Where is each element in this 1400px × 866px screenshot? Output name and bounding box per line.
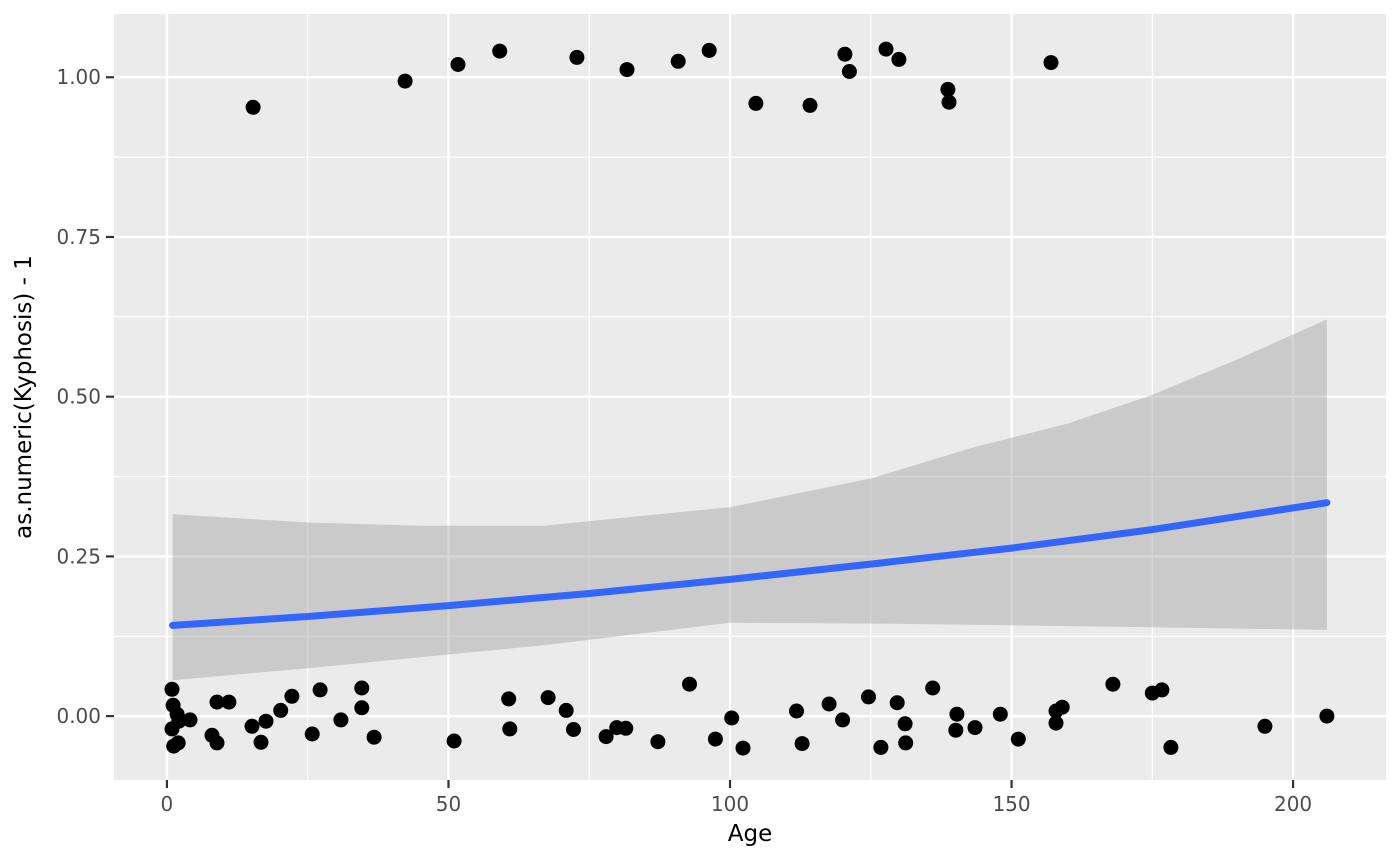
data-point: [354, 700, 370, 716]
data-point: [502, 721, 518, 737]
data-point: [967, 720, 983, 736]
data-point: [209, 694, 225, 710]
data-point: [891, 51, 907, 67]
data-point: [835, 712, 851, 728]
data-point: [598, 729, 614, 745]
data-point: [802, 97, 818, 113]
data-point: [794, 736, 810, 752]
data-point: [748, 95, 764, 111]
data-point: [245, 99, 261, 115]
data-point: [244, 718, 260, 734]
data-point: [789, 703, 804, 719]
data-point: [1163, 739, 1179, 755]
data-point: [650, 734, 666, 750]
y-tick-label-0.75: 0.75: [56, 225, 101, 249]
data-point: [558, 702, 574, 718]
data-point: [619, 62, 635, 78]
data-point: [670, 53, 686, 69]
y-tick-label-0.5: 0.50: [56, 385, 101, 409]
data-point: [618, 720, 634, 736]
data-point: [1043, 55, 1059, 71]
data-point: [492, 43, 508, 59]
data-point: [940, 81, 956, 97]
data-point: [949, 706, 965, 722]
data-point: [878, 41, 894, 57]
data-point: [446, 733, 462, 749]
data-point: [540, 690, 556, 706]
data-point: [182, 712, 198, 728]
data-point: [889, 695, 905, 711]
data-point: [253, 734, 269, 750]
data-point: [701, 42, 717, 58]
data-point: [735, 740, 751, 756]
regression-line: [169, 499, 1331, 629]
data-point: [1154, 682, 1170, 698]
data-point: [569, 49, 585, 65]
data-point: [707, 731, 723, 747]
data-point: [1319, 708, 1335, 724]
data-point: [354, 680, 370, 696]
y-tick-label-1: 1.00: [56, 65, 101, 89]
data-point: [333, 712, 349, 728]
data-point: [209, 735, 225, 751]
data-point: [170, 735, 186, 751]
data-point: [841, 64, 857, 79]
data-point: [501, 691, 517, 707]
x-tick-label-100: 100: [711, 792, 749, 816]
data-point: [861, 689, 876, 705]
data-point: [1010, 731, 1026, 747]
y-axis-title: as.numeric(Kyphosis) - 1: [11, 255, 37, 539]
data-point: [284, 688, 300, 704]
data-point: [566, 722, 581, 737]
data-point: [948, 722, 964, 738]
data-point: [821, 696, 837, 712]
data-point: [1048, 715, 1064, 731]
data-point: [304, 726, 320, 742]
data-point: [164, 681, 180, 697]
data-point: [873, 739, 889, 755]
data-point: [258, 713, 274, 729]
data-point: [312, 682, 328, 698]
data-point: [397, 73, 413, 89]
data-point: [164, 721, 180, 737]
x-tick-label-200: 200: [1274, 792, 1312, 816]
data-point: [941, 94, 957, 110]
data-point: [724, 710, 740, 726]
data-point: [1105, 676, 1121, 692]
x-axis-title: Age: [728, 821, 772, 847]
data-point: [837, 46, 853, 62]
x-tick-label-150: 150: [992, 792, 1030, 816]
data-point: [221, 694, 237, 710]
data-point: [366, 729, 382, 745]
data-point: [992, 706, 1008, 722]
x-tick-label-50: 50: [436, 792, 461, 816]
y-tick-label-0: 0.00: [56, 704, 101, 728]
y-tick-label-0.25: 0.25: [56, 544, 101, 568]
data-point: [1054, 699, 1070, 715]
data-point: [925, 680, 941, 696]
data-point: [898, 735, 914, 751]
data-point: [273, 702, 289, 718]
data-point: [450, 57, 466, 72]
x-tick-label-0: 0: [161, 792, 174, 816]
data-point: [1257, 718, 1273, 734]
data-point: [897, 716, 913, 732]
confidence-ribbon: [172, 319, 1327, 681]
data-point: [682, 676, 697, 692]
